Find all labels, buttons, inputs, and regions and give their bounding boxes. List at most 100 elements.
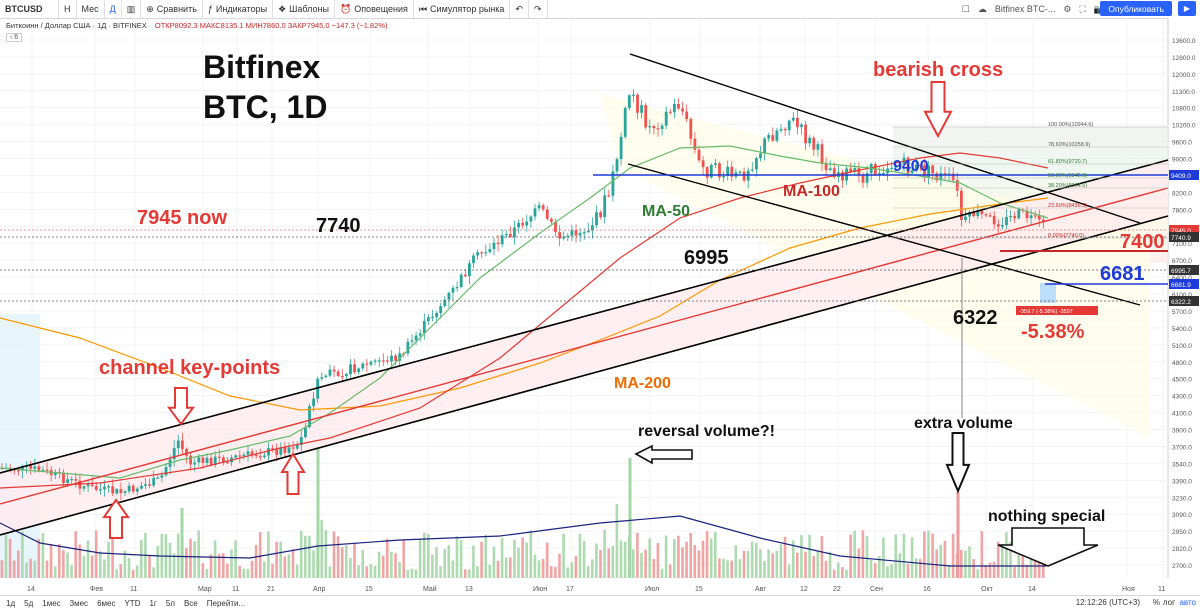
- candle-body: [509, 234, 512, 237]
- price-chart[interactable]: 100.00%(10944.6) 78.60%(10258.9) 61.80%(97…: [0, 18, 1200, 595]
- price-tag: [1169, 296, 1199, 306]
- volume-bar: [701, 540, 705, 578]
- cloud-icon[interactable]: ☁: [977, 3, 987, 14]
- candle-body: [148, 484, 151, 486]
- candle-body: [12, 469, 16, 471]
- volume-spike: [180, 508, 184, 578]
- time-tick-label: 17: [566, 586, 574, 593]
- volume-bar: [972, 559, 975, 578]
- camera-icon[interactable]: 📷: [1093, 3, 1105, 14]
- interval-week[interactable]: Н: [59, 0, 77, 18]
- interval-month[interactable]: Мес: [77, 0, 105, 18]
- volume-bar: [775, 550, 779, 578]
- symbol-search[interactable]: BTCUSD: [0, 0, 59, 18]
- indicators-label: Индикаторы: [215, 4, 268, 14]
- layout-title[interactable]: Bitfinex BTC-...: [994, 4, 1056, 14]
- price-tick-label: 3230.0: [1172, 495, 1192, 502]
- clock[interactable]: 12:12:26 (UTC+3): [1075, 598, 1140, 607]
- range-button[interactable]: Перейти...: [206, 599, 246, 608]
- play-icon: ▶: [1183, 4, 1191, 13]
- bottom-toolbar: 1д 5д 1мес 3мес 6мес YTD 1г 5л Все Перейти... 12:…: [0, 595, 1200, 611]
- time-tick-label: 16: [923, 586, 931, 593]
- now-price-label: 7945 now: [137, 207, 227, 229]
- symbol-legend[interactable]: Биткоинн / Доллар США · 1Д · BITFINEX ОТ…: [6, 21, 388, 30]
- candle-body: [373, 360, 377, 362]
- volume-bar: [902, 533, 906, 578]
- volume-bar: [857, 548, 861, 578]
- indicators-button[interactable]: ƒ Индикаторы: [203, 0, 274, 18]
- interval-day[interactable]: Д: [105, 0, 122, 18]
- price-tag: [1169, 232, 1199, 242]
- auto-toggle[interactable]: авто: [1179, 598, 1196, 607]
- candle-body: [857, 168, 861, 176]
- candle-body: [853, 168, 857, 173]
- volume-bar: [898, 553, 902, 578]
- volume-bar: [123, 550, 127, 578]
- volume-bar: [25, 562, 28, 578]
- percent-toggle[interactable]: %: [1152, 598, 1160, 607]
- range-button[interactable]: 1д: [6, 599, 16, 608]
- candle-body: [312, 398, 315, 407]
- volume-bar: [455, 536, 459, 578]
- volume-bar: [935, 549, 938, 578]
- fib-level-label: 50.00%(9342.9): [1048, 173, 1087, 179]
- volume-bar: [463, 569, 467, 578]
- candle-body: [898, 164, 902, 167]
- redo-button[interactable]: ↷: [529, 0, 548, 18]
- fullscreen-icon[interactable]: ⛶: [1079, 3, 1086, 14]
- volume-bar: [156, 545, 159, 578]
- volume-bar: [525, 542, 528, 578]
- fib-level-label: 100.00%(10944.6): [1048, 122, 1093, 128]
- candle-body: [439, 306, 443, 313]
- range-button[interactable]: 5л: [165, 599, 175, 608]
- redo-icon: ↷: [533, 3, 542, 14]
- time-tick-label: Окт: [981, 586, 994, 593]
- volume-bar: [734, 545, 738, 578]
- range-button[interactable]: 5д: [24, 599, 34, 608]
- indicator-count-toggle[interactable]: ‹ 6: [6, 33, 23, 42]
- volume-bar: [566, 567, 569, 578]
- volume-bar: [476, 566, 479, 578]
- chart-type-button[interactable]: ▥: [122, 0, 142, 18]
- range-button[interactable]: 6мес: [97, 599, 116, 608]
- candle-body: [1042, 219, 1045, 223]
- interval-label: Мес: [81, 4, 99, 14]
- layout-icon[interactable]: ☐: [961, 3, 970, 14]
- level-6322-label: 6322: [953, 307, 998, 329]
- range-button[interactable]: 1г: [149, 599, 157, 608]
- volume-bar: [919, 559, 922, 578]
- compare-label: Сравнить: [156, 4, 197, 14]
- volume-bar: [1037, 550, 1041, 578]
- ma50-line: [0, 145, 1049, 479]
- undo-button[interactable]: ↶: [510, 0, 529, 18]
- interval-label: Н: [64, 4, 71, 14]
- range-button[interactable]: Все: [183, 599, 198, 608]
- range-button[interactable]: 3мес: [69, 599, 89, 608]
- range-button[interactable]: YTD: [124, 599, 141, 608]
- candle-body: [414, 335, 418, 341]
- level-7740-label: 7740: [316, 215, 361, 237]
- volume-bar: [127, 558, 131, 578]
- price-tick-label: 13600.0: [1172, 38, 1196, 45]
- price-axis[interactable]: [1168, 18, 1200, 595]
- play-button[interactable]: ▶: [1178, 1, 1196, 16]
- replay-button[interactable]: ⏮ Симулятор рынка: [414, 0, 511, 18]
- publish-button[interactable]: Опубликовать: [1100, 1, 1172, 16]
- candle-body: [185, 448, 188, 456]
- range-button[interactable]: 1мес: [42, 599, 61, 608]
- alerts-button[interactable]: ⏰ Оповещения: [335, 0, 414, 18]
- volume-bar: [517, 547, 520, 578]
- log-toggle[interactable]: лог: [1162, 598, 1175, 607]
- compare-button[interactable]: ⊕ Сравнить: [141, 0, 203, 18]
- candle-body: [287, 447, 291, 453]
- candle-body: [812, 137, 816, 150]
- candle-body: [418, 333, 422, 336]
- settings-icon[interactable]: ⚙: [1063, 3, 1072, 14]
- volume-bar: [914, 558, 918, 578]
- candle-body: [955, 180, 959, 191]
- templates-button[interactable]: ❖ Шаблоны: [273, 0, 335, 18]
- time-tick-label: Апр: [313, 586, 325, 593]
- volume-bar: [878, 555, 881, 578]
- candle-body: [263, 455, 266, 458]
- volume-bar: [554, 566, 557, 578]
